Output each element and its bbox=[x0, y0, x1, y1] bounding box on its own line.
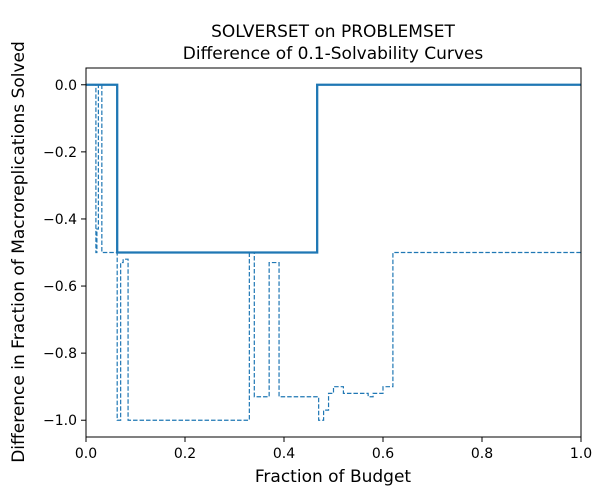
x-tick-label: 0.0 bbox=[75, 446, 97, 462]
chart-title: SOLVERSET on PROBLEMSET Difference of 0.… bbox=[183, 22, 484, 64]
y-tick-label: 0.0 bbox=[55, 78, 77, 94]
series-layer bbox=[86, 83, 581, 421]
plot-frame bbox=[85, 67, 582, 438]
y-tick-label: −0.8 bbox=[43, 346, 77, 362]
x-tick-label: 0.8 bbox=[471, 446, 493, 462]
series-line-solid bbox=[86, 83, 581, 254]
y-tick-label: −0.2 bbox=[43, 145, 77, 161]
y-tick-label: −1.0 bbox=[43, 413, 77, 429]
x-tick-label: 0.2 bbox=[174, 446, 196, 462]
x-tick-label: 1.0 bbox=[570, 446, 592, 462]
x-axis-label: Fraction of Budget bbox=[255, 467, 412, 487]
x-tick-label: 0.4 bbox=[273, 446, 295, 462]
axes: 0.0 0.2 0.4 0.6 0.8 1.0 0.0 −0.2 −0.4 −0.6 −0.8 −1.… bbox=[43, 67, 592, 462]
chart-title-line-1: SOLVERSET on PROBLEMSET bbox=[211, 22, 455, 42]
y-tick-label: −0.4 bbox=[43, 212, 77, 228]
chart-title-line-2: Difference of 0.1-Solvability Curves bbox=[183, 44, 484, 64]
x-tick-label: 0.6 bbox=[372, 446, 394, 462]
y-tick-label: −0.6 bbox=[43, 279, 77, 295]
y-axis-label: Difference in Fraction of Macroreplicati… bbox=[9, 41, 29, 463]
series-line-dashed bbox=[86, 84, 581, 421]
